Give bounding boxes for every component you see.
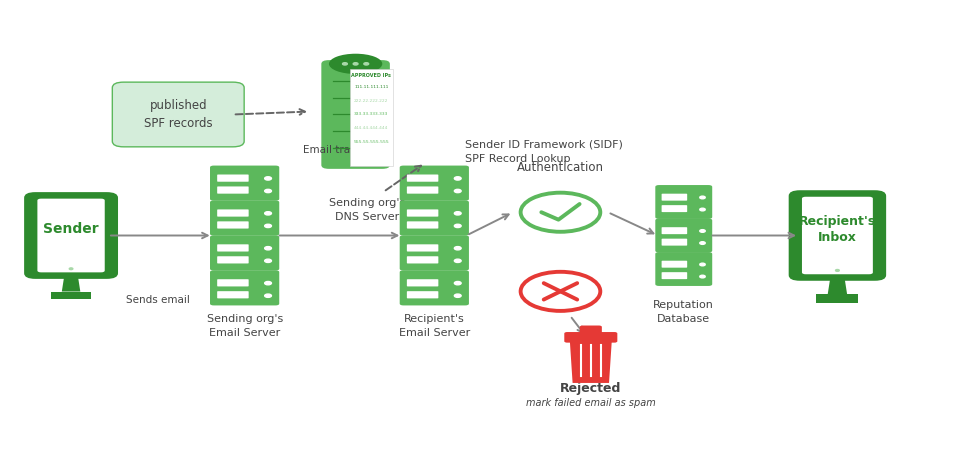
FancyBboxPatch shape (37, 199, 105, 272)
Polygon shape (827, 275, 846, 294)
Circle shape (700, 242, 704, 244)
Circle shape (264, 189, 272, 193)
Polygon shape (51, 292, 91, 300)
FancyBboxPatch shape (321, 60, 390, 169)
FancyBboxPatch shape (655, 252, 712, 286)
FancyBboxPatch shape (661, 272, 686, 279)
Text: 111.11.111.111: 111.11.111.111 (354, 85, 388, 89)
Circle shape (264, 259, 272, 262)
Text: 333.33.333.333: 333.33.333.333 (354, 113, 388, 116)
FancyBboxPatch shape (788, 190, 885, 281)
FancyBboxPatch shape (661, 227, 686, 234)
FancyBboxPatch shape (217, 187, 249, 194)
Text: 555.55.555.555: 555.55.555.555 (353, 139, 389, 144)
Circle shape (264, 211, 272, 215)
Circle shape (454, 189, 460, 193)
FancyBboxPatch shape (217, 210, 249, 217)
Circle shape (353, 63, 357, 65)
FancyBboxPatch shape (801, 197, 872, 274)
Text: Sender: Sender (43, 222, 99, 236)
Circle shape (700, 275, 704, 278)
FancyBboxPatch shape (217, 174, 249, 182)
Polygon shape (569, 341, 611, 383)
FancyBboxPatch shape (406, 291, 437, 299)
Circle shape (70, 268, 72, 269)
Circle shape (454, 211, 460, 215)
Circle shape (700, 208, 704, 211)
Text: Rejected: Rejected (559, 382, 620, 395)
Circle shape (835, 269, 839, 271)
Circle shape (454, 259, 460, 262)
Circle shape (363, 63, 368, 65)
FancyBboxPatch shape (399, 166, 469, 201)
FancyBboxPatch shape (112, 82, 244, 147)
FancyBboxPatch shape (24, 192, 118, 279)
Text: APPROVED IPs: APPROVED IPs (351, 73, 391, 78)
Text: mark failed email as spam: mark failed email as spam (525, 398, 655, 408)
FancyBboxPatch shape (217, 221, 249, 228)
FancyBboxPatch shape (210, 270, 279, 305)
FancyBboxPatch shape (564, 332, 617, 342)
Polygon shape (816, 294, 858, 302)
Text: Recipient's
Inbox: Recipient's Inbox (798, 215, 875, 244)
Circle shape (264, 247, 272, 250)
FancyBboxPatch shape (399, 270, 469, 305)
Text: Sends email: Sends email (126, 295, 190, 306)
Text: Authentication: Authentication (517, 161, 603, 174)
FancyBboxPatch shape (406, 256, 437, 263)
Text: Recipient's
Email Server: Recipient's Email Server (398, 314, 470, 338)
FancyBboxPatch shape (350, 69, 393, 166)
FancyBboxPatch shape (661, 205, 686, 212)
Circle shape (700, 196, 704, 199)
Circle shape (700, 230, 704, 232)
FancyBboxPatch shape (217, 279, 249, 286)
FancyBboxPatch shape (406, 210, 437, 217)
Circle shape (454, 177, 460, 180)
FancyBboxPatch shape (217, 291, 249, 299)
FancyBboxPatch shape (655, 185, 712, 219)
FancyBboxPatch shape (399, 236, 469, 270)
FancyBboxPatch shape (655, 219, 712, 252)
FancyBboxPatch shape (210, 201, 279, 236)
Circle shape (454, 247, 460, 250)
Circle shape (454, 224, 460, 227)
FancyBboxPatch shape (406, 279, 437, 286)
FancyBboxPatch shape (406, 221, 437, 228)
Circle shape (264, 177, 272, 180)
FancyBboxPatch shape (661, 261, 686, 268)
Text: Sender ID Framework (SIDF)
SPF Record Lookup: Sender ID Framework (SIDF) SPF Record Lo… (465, 140, 622, 164)
Circle shape (264, 294, 272, 297)
FancyBboxPatch shape (217, 256, 249, 263)
Text: Email transfer: Email transfer (302, 145, 375, 154)
Polygon shape (62, 273, 80, 292)
FancyBboxPatch shape (661, 194, 686, 201)
Text: Sending org's
DNS Server: Sending org's DNS Server (329, 198, 405, 222)
FancyBboxPatch shape (406, 174, 437, 182)
Text: Sending org's
Email Server: Sending org's Email Server (206, 314, 282, 338)
Circle shape (454, 294, 460, 297)
FancyBboxPatch shape (661, 239, 686, 245)
Ellipse shape (329, 54, 382, 74)
Circle shape (264, 282, 272, 285)
FancyBboxPatch shape (406, 187, 437, 194)
Text: 222.22.222.222: 222.22.222.222 (354, 99, 388, 103)
Circle shape (342, 63, 347, 65)
Circle shape (454, 282, 460, 285)
FancyBboxPatch shape (406, 244, 437, 252)
Text: published
SPF records: published SPF records (144, 99, 213, 130)
FancyBboxPatch shape (579, 325, 601, 335)
Text: Reputation
Database: Reputation Database (653, 300, 714, 324)
Circle shape (264, 224, 272, 227)
Circle shape (700, 263, 704, 266)
Text: 444.44.444.444: 444.44.444.444 (354, 126, 388, 130)
FancyBboxPatch shape (217, 244, 249, 252)
FancyBboxPatch shape (399, 201, 469, 236)
FancyBboxPatch shape (210, 166, 279, 201)
FancyBboxPatch shape (210, 236, 279, 270)
